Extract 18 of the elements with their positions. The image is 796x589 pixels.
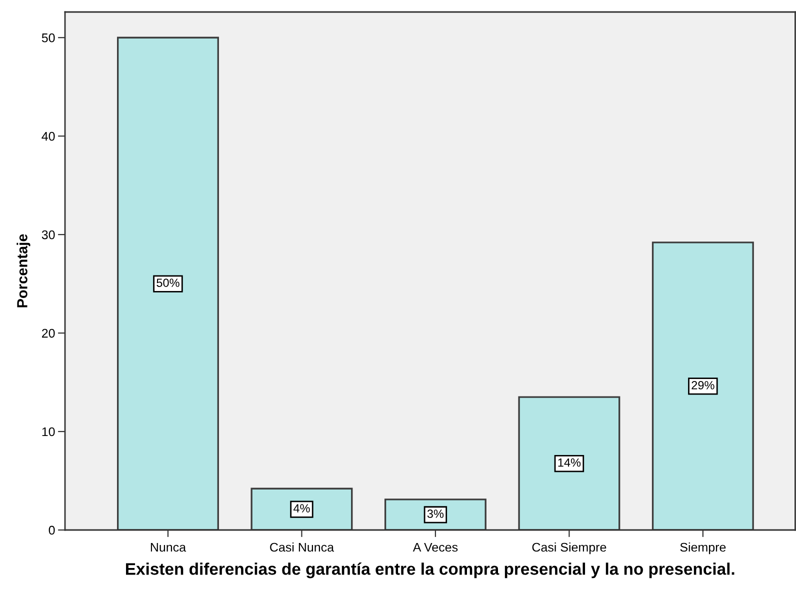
x-tick-label: Casi Nunca <box>270 542 334 552</box>
x-tick-label: Casi Siempre <box>532 542 606 554</box>
y-axis-title: Porcentaje <box>16 234 30 308</box>
data-label: 14% <box>558 458 581 467</box>
data-label: 29% <box>692 381 714 390</box>
data-label: 50% <box>156 278 180 287</box>
y-tick-label: 50 <box>42 33 55 42</box>
y-tick-label: 40 <box>42 132 55 141</box>
data-label: 4% <box>293 504 310 512</box>
y-tick-label: 20 <box>42 328 55 338</box>
x-tick-label: Siempre <box>680 542 726 554</box>
data-label: 3% <box>427 510 444 518</box>
x-tick-label: A Veces <box>412 542 458 552</box>
x-tick-label: Nunca <box>150 542 186 552</box>
x-axis-title: Existen diferencias de garantía entre la compra presencial y la no presencial. <box>126 562 734 578</box>
y-tick-label: 0 <box>48 526 55 535</box>
y-tick-label: 10 <box>42 427 55 436</box>
y-tick-label: 30 <box>42 230 55 240</box>
